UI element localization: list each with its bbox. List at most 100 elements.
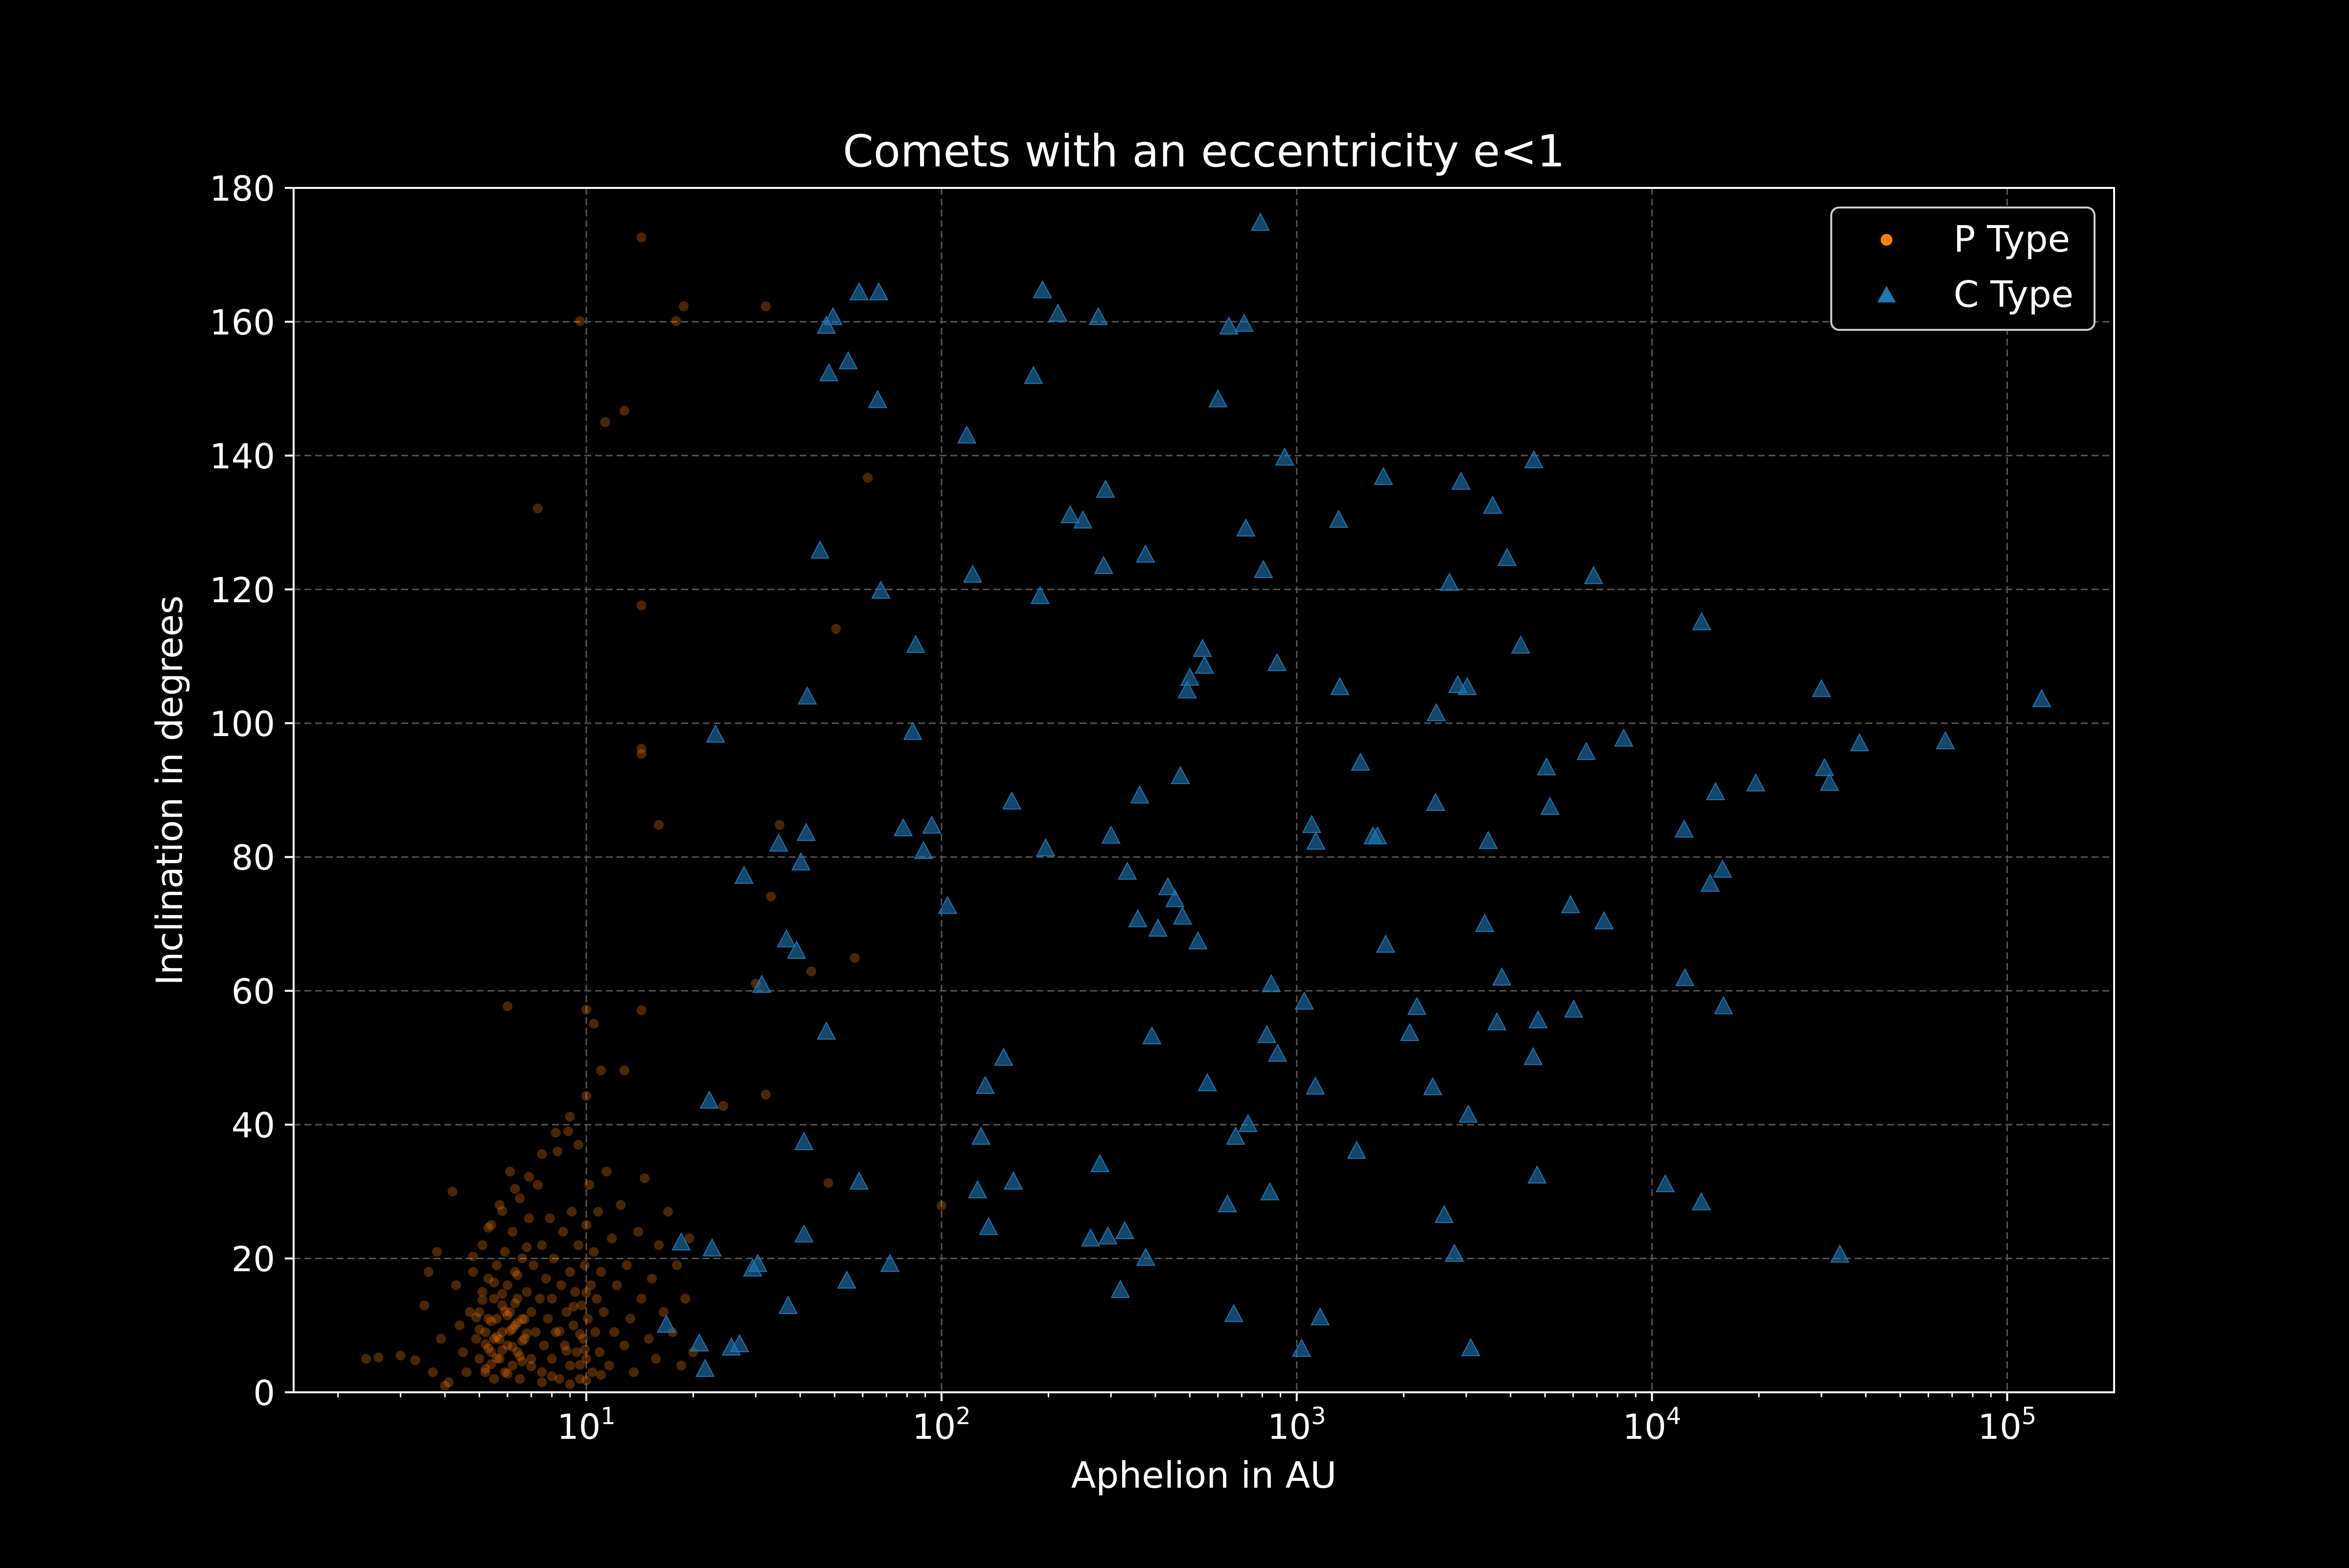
p-type-point bbox=[524, 1213, 534, 1223]
c-type-point bbox=[1692, 612, 1711, 630]
p-type-point bbox=[563, 1126, 574, 1136]
c-type-point bbox=[1234, 313, 1254, 332]
p-type-point bbox=[592, 1293, 602, 1304]
p-type-point bbox=[547, 1371, 557, 1382]
p-type-point bbox=[633, 1226, 644, 1237]
legend-p-type-label: P Type bbox=[1954, 218, 2070, 260]
p-type-point bbox=[483, 1273, 493, 1284]
p-type-point bbox=[672, 1260, 682, 1270]
p-type-point bbox=[497, 1327, 507, 1337]
p-type-point bbox=[558, 1226, 568, 1237]
p-type-point bbox=[436, 1334, 446, 1344]
c-type-point bbox=[1674, 819, 1694, 838]
c-type-point bbox=[1310, 1307, 1330, 1326]
p-type-point bbox=[774, 820, 784, 830]
p-type-point bbox=[505, 1166, 515, 1176]
p-type-point bbox=[483, 1343, 493, 1353]
p-type-point bbox=[596, 1065, 606, 1076]
c-type-point bbox=[869, 282, 889, 300]
c-type-point bbox=[819, 363, 839, 382]
p-type-point bbox=[760, 1089, 771, 1100]
c-type-point bbox=[1368, 826, 1387, 845]
p-type-point bbox=[492, 1260, 502, 1270]
p-type-point bbox=[494, 1200, 505, 1210]
c-type-point bbox=[1250, 212, 1270, 231]
p-type-point bbox=[455, 1320, 465, 1331]
legend-c-type-marker bbox=[1877, 286, 1896, 302]
c-type-point bbox=[1445, 1244, 1464, 1262]
p-type-point bbox=[494, 1334, 505, 1344]
c-type-point bbox=[957, 425, 977, 444]
c-type-point bbox=[1812, 679, 1831, 697]
p-type-point bbox=[477, 1240, 487, 1250]
p-type-point bbox=[477, 1295, 487, 1305]
p-type-point bbox=[474, 1324, 484, 1335]
p-type-point bbox=[565, 1111, 575, 1122]
c-type-point bbox=[1030, 586, 1050, 604]
p-type-point bbox=[524, 1172, 534, 1182]
p-type-point bbox=[679, 301, 689, 311]
p-type-point bbox=[510, 1184, 520, 1194]
c-type-point bbox=[837, 1270, 856, 1289]
c-type-point bbox=[1561, 895, 1580, 914]
p-type-point bbox=[492, 1332, 502, 1342]
c-type-point bbox=[1523, 1047, 1543, 1065]
c-type-point bbox=[769, 833, 788, 852]
p-type-point bbox=[517, 1336, 528, 1346]
c-type-point bbox=[1101, 825, 1121, 844]
p-type-point bbox=[474, 1354, 484, 1364]
c-type-point bbox=[1527, 1165, 1547, 1184]
c-type-point bbox=[1330, 677, 1350, 695]
c-type-point bbox=[787, 940, 806, 959]
p-type-point bbox=[647, 1273, 657, 1284]
p-type-point bbox=[503, 1280, 513, 1291]
c-type-point bbox=[1584, 566, 1604, 584]
p-type-point bbox=[831, 623, 841, 634]
p-type-point bbox=[628, 1367, 639, 1377]
p-type-point bbox=[547, 1293, 557, 1304]
y-tick-label: 180 bbox=[209, 169, 275, 209]
c-type-point bbox=[1458, 1104, 1478, 1123]
c-type-point bbox=[748, 1253, 768, 1272]
p-type-point bbox=[636, 1005, 646, 1015]
c-type-point bbox=[994, 1047, 1013, 1066]
c-type-point bbox=[1830, 1244, 1850, 1263]
c-type-point bbox=[1302, 814, 1322, 833]
p-type-point bbox=[651, 1354, 661, 1364]
p-type-point bbox=[644, 1334, 654, 1344]
c-type-point bbox=[1226, 1126, 1245, 1145]
c-type-point bbox=[734, 865, 754, 884]
c-type-point bbox=[1815, 758, 1834, 776]
p-type-point bbox=[565, 1267, 575, 1277]
p-type-point bbox=[590, 1327, 600, 1337]
c-type-point bbox=[967, 1180, 988, 1199]
c-type-point bbox=[1483, 495, 1502, 514]
p-type-point bbox=[517, 1357, 528, 1367]
c-type-point bbox=[893, 818, 913, 836]
p-type-point bbox=[361, 1354, 371, 1364]
p-type-point bbox=[636, 743, 646, 754]
p-type-point bbox=[640, 1173, 650, 1183]
p-type-point bbox=[471, 1334, 482, 1344]
c-type-point bbox=[1475, 914, 1495, 932]
p-type-point bbox=[505, 1326, 515, 1336]
p-type-point bbox=[575, 316, 585, 326]
c-type-point bbox=[1158, 876, 1177, 896]
p-type-point bbox=[684, 1233, 694, 1244]
c-type-point bbox=[1700, 874, 1720, 892]
c-type-point bbox=[1238, 1113, 1258, 1132]
p-type-point bbox=[510, 1298, 520, 1309]
c-type-point bbox=[1524, 450, 1543, 468]
p-type-point bbox=[573, 1140, 583, 1150]
c-type-point bbox=[1656, 1174, 1675, 1193]
p-type-point bbox=[432, 1246, 442, 1257]
c-type-point bbox=[1171, 766, 1190, 784]
c-type-point bbox=[778, 1295, 798, 1314]
c-type-point bbox=[777, 929, 796, 947]
p-type-point bbox=[560, 1340, 570, 1351]
c-type-point bbox=[1267, 1043, 1288, 1062]
p-type-point bbox=[526, 1361, 536, 1371]
c-type-point bbox=[1691, 1192, 1711, 1211]
c-type-point bbox=[671, 1232, 691, 1251]
p-type-point bbox=[654, 1240, 664, 1250]
